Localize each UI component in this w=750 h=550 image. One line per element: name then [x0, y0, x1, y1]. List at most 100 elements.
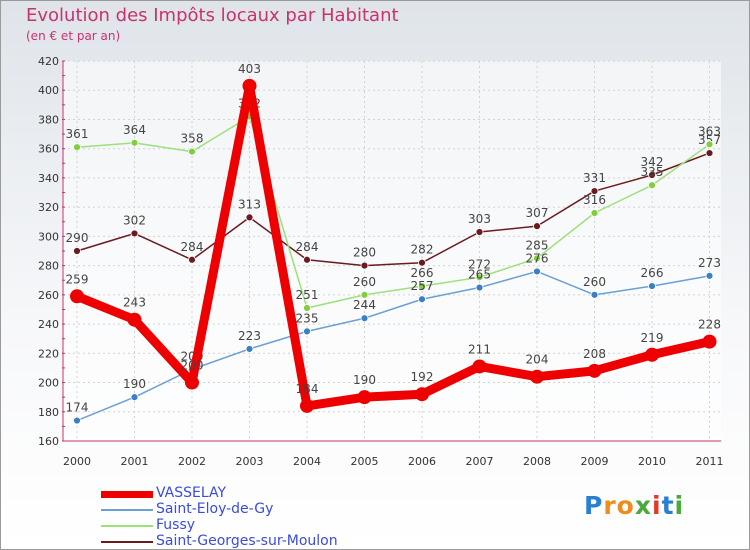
logo-letter: i: [674, 491, 685, 520]
logo-letter: x: [634, 491, 652, 520]
legend-swatch: [101, 541, 153, 543]
data-label: 358: [181, 132, 204, 146]
x-tick-label: 2010: [638, 455, 666, 468]
x-tick-label: 2008: [523, 455, 551, 468]
data-label: 208: [583, 347, 606, 361]
data-label: 280: [353, 246, 376, 260]
data-point: [188, 255, 196, 264]
data-label: 266: [411, 266, 434, 280]
data-label: 364: [123, 123, 146, 137]
data-label: 361: [66, 127, 89, 141]
data-point: [242, 78, 257, 93]
data-point: [590, 209, 599, 217]
chart-title: Evolution des Impôts locaux par Habitant: [26, 5, 399, 26]
data-point: [533, 222, 541, 231]
logo-letter: r: [603, 491, 617, 520]
x-tick-label: 2000: [63, 455, 91, 468]
data-point: [360, 261, 369, 270]
data-point: [185, 375, 199, 390]
legend-swatch: [101, 525, 153, 527]
y-tick-label: 320: [38, 201, 59, 214]
data-label: 257: [411, 279, 434, 293]
data-label: 200: [181, 359, 204, 373]
data-label: 260: [353, 275, 376, 289]
data-label: 174: [66, 401, 89, 415]
legend-label: Fussy: [156, 517, 196, 533]
legend-label: Saint-Eloy-de-Gy: [156, 501, 274, 517]
data-point: [648, 181, 656, 190]
x-tick-label: 2007: [466, 455, 494, 468]
y-tick-label: 180: [38, 406, 59, 419]
data-label: 244: [353, 298, 376, 312]
data-point: [472, 359, 487, 374]
data-label: 284: [181, 240, 204, 254]
data-point: [130, 393, 139, 402]
data-point: [418, 282, 426, 290]
data-label: 303: [468, 212, 491, 226]
data-point: [70, 289, 84, 304]
data-label: 228: [698, 318, 721, 332]
data-label: 184: [296, 382, 319, 396]
data-label: 342: [641, 155, 664, 169]
logo-letter: i: [652, 491, 662, 520]
data-label: 259: [66, 272, 89, 286]
legend-label: Saint-Georges-sur-Moulon: [156, 533, 338, 549]
data-point: [533, 254, 541, 263]
data-label: 313: [238, 197, 261, 211]
data-label: 273: [698, 256, 721, 270]
x-tick-label: 2003: [236, 455, 264, 468]
data-point: [705, 149, 714, 157]
data-label: 251: [296, 288, 319, 302]
data-point: [130, 138, 139, 147]
data-point: [475, 283, 484, 292]
data-point: [303, 327, 311, 336]
legend-item-vasselay: VASSELAY: [101, 485, 401, 502]
data-point: [245, 213, 254, 222]
data-label: 403: [238, 62, 261, 76]
x-tick-label: 2004: [293, 455, 321, 468]
data-point: [648, 282, 656, 290]
data-label: 219: [641, 331, 664, 345]
legend-item-saint-eloy-de-gy: Saint-Eloy-de-Gy: [101, 501, 401, 518]
data-point: [188, 147, 196, 156]
data-label: 272: [468, 257, 491, 271]
data-label: 211: [468, 342, 491, 356]
data-label: 265: [468, 268, 491, 282]
data-point: [648, 171, 656, 179]
data-label: 290: [66, 231, 89, 245]
series-line-saint-georges-sur-moulon: [76, 152, 711, 267]
data-label: 285: [526, 238, 549, 252]
data-point: [702, 334, 717, 349]
data-label: 235: [296, 311, 319, 325]
y-tick-label: 260: [38, 289, 59, 302]
data-point: [475, 273, 484, 282]
y-tick-label: 340: [38, 172, 59, 185]
data-label: 192: [411, 370, 434, 384]
legend-item-fussy: Fussy: [101, 517, 401, 534]
y-tick-label: 200: [38, 377, 59, 390]
chart-subtitle: (en € et par an): [26, 29, 121, 43]
data-point: [360, 290, 369, 299]
y-tick-label: 400: [38, 84, 59, 97]
y-tick-label: 380: [38, 113, 59, 126]
data-point: [705, 140, 714, 149]
data-label: 307: [526, 206, 549, 220]
data-label: 357: [698, 133, 721, 147]
data-point: [300, 398, 314, 413]
x-tick-label: 2002: [178, 455, 206, 468]
data-label: 335: [641, 165, 664, 179]
x-tick-label: 2005: [351, 455, 379, 468]
data-point: [590, 290, 599, 299]
data-label: 190: [353, 373, 376, 387]
data-label: 223: [238, 329, 261, 343]
legend: VASSELAY Saint-Eloy-de-Gy Fussy Saint-Ge…: [101, 485, 401, 550]
data-point: [645, 347, 659, 362]
legend-item-saint-georges-sur-moulon: Saint-Georges-sur-Moulon: [101, 533, 401, 550]
logo-letter: t: [661, 491, 675, 520]
data-point: [303, 255, 311, 264]
data-point: [418, 258, 426, 267]
x-tick-label: 2001: [121, 455, 149, 468]
x-tick-label: 2011: [696, 455, 724, 468]
data-point: [705, 271, 714, 280]
